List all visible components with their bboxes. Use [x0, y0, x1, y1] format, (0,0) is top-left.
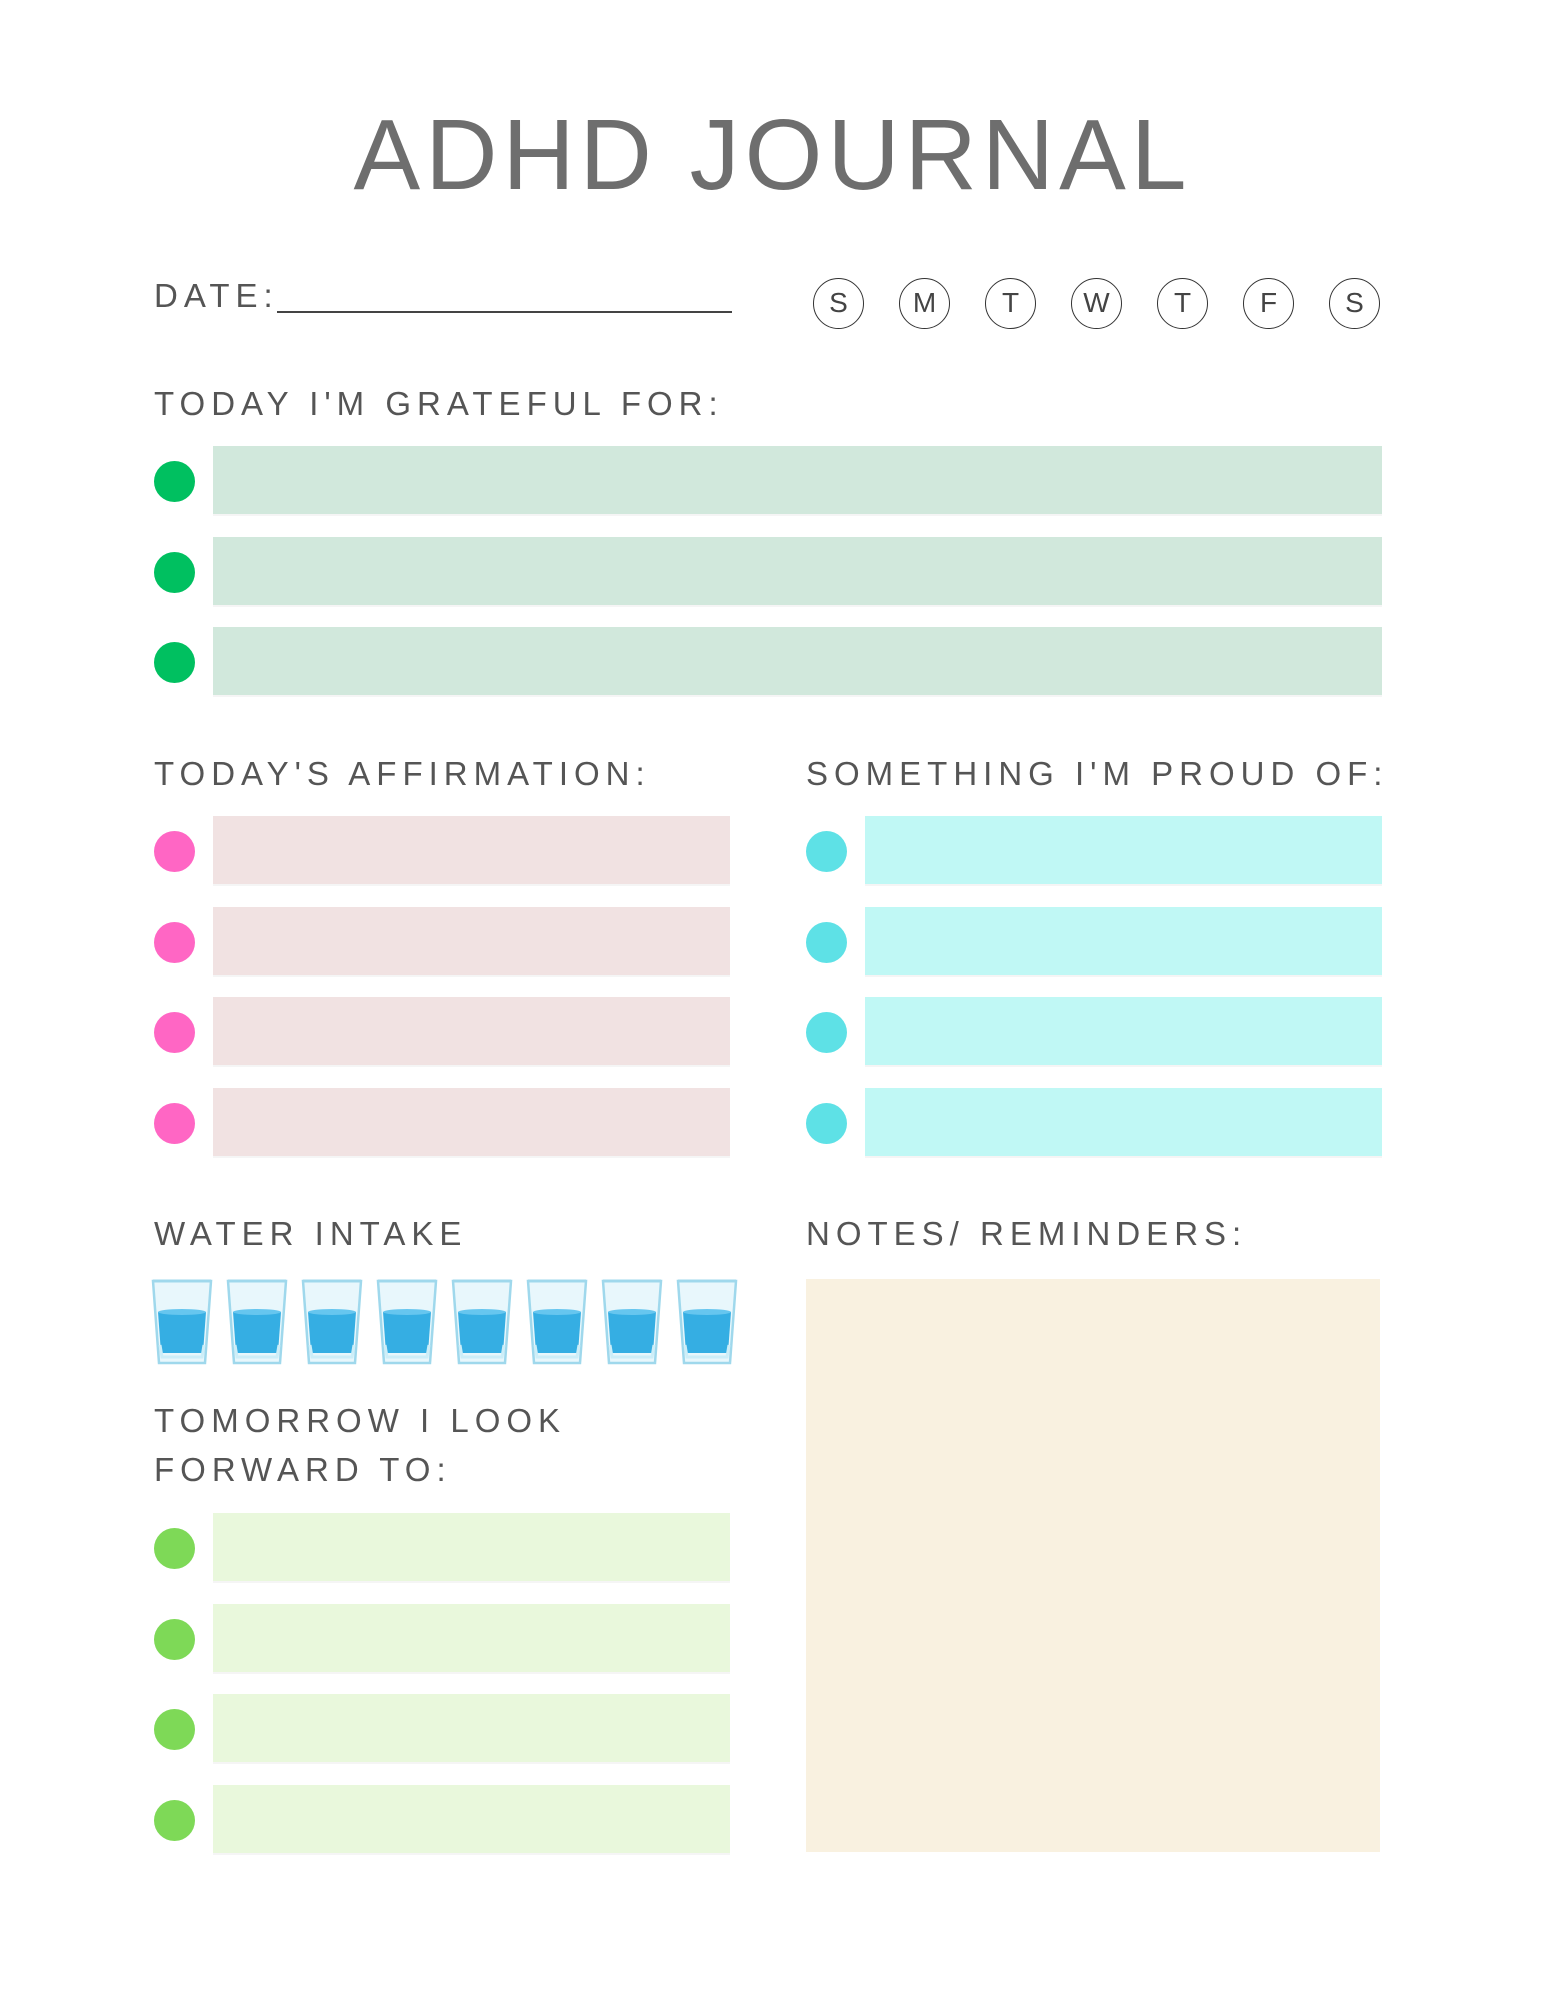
proud-line[interactable] [806, 816, 1382, 886]
proud-bar[interactable] [865, 1088, 1382, 1156]
water-glass-icon[interactable] [525, 1275, 589, 1367]
affirmation-bar[interactable] [213, 816, 730, 884]
date-label: DATE: [154, 277, 279, 314]
bullet-dot [154, 1709, 195, 1750]
grateful-bar[interactable] [213, 446, 1382, 514]
tomorrow-bar[interactable] [213, 1785, 730, 1853]
day-circle-thursday[interactable]: T [1157, 278, 1208, 329]
tomorrow-label-line1: TOMORROW I LOOK [154, 1402, 567, 1439]
grateful-label: TODAY I'M GRATEFUL FOR: [154, 385, 724, 422]
water-glass-icon[interactable] [450, 1275, 514, 1367]
affirmation-line[interactable] [154, 1088, 730, 1158]
affirmation-line[interactable] [154, 816, 730, 886]
tomorrow-bar[interactable] [213, 1513, 730, 1581]
tomorrow-bar[interactable] [213, 1604, 730, 1672]
bullet-dot [154, 461, 195, 502]
water-glass-icon[interactable] [375, 1275, 439, 1367]
bullet-dot [806, 1012, 847, 1053]
day-circle-sunday[interactable]: S [813, 278, 864, 329]
grateful-bar[interactable] [213, 627, 1382, 695]
bullet-dot [154, 1528, 195, 1569]
bullet-dot [154, 1103, 195, 1144]
date-field-line[interactable] [277, 311, 732, 313]
water-intake-label: WATER INTAKE [154, 1215, 468, 1252]
grateful-bar[interactable] [213, 537, 1382, 605]
bullet-dot [806, 831, 847, 872]
day-circle-friday[interactable]: F [1243, 278, 1294, 329]
bullet-dot [806, 1103, 847, 1144]
notes-label: NOTES/ REMINDERS: [806, 1215, 1248, 1252]
proud-bar[interactable] [865, 907, 1382, 975]
affirmation-line[interactable] [154, 907, 730, 977]
notes-box[interactable] [806, 1279, 1380, 1852]
affirmation-bar[interactable] [213, 1088, 730, 1156]
tomorrow-line[interactable] [154, 1513, 730, 1583]
grateful-line[interactable] [154, 627, 1382, 697]
proud-label: SOMETHING I'M PROUD OF: [806, 755, 1389, 792]
tomorrow-bar[interactable] [213, 1694, 730, 1762]
bullet-dot [154, 1800, 195, 1841]
water-glass-icon[interactable] [150, 1275, 214, 1367]
tomorrow-line[interactable] [154, 1785, 730, 1855]
grateful-line[interactable] [154, 537, 1382, 607]
water-glass-icon[interactable] [300, 1275, 364, 1367]
water-glass-icon[interactable] [225, 1275, 289, 1367]
bullet-dot [154, 1619, 195, 1660]
page-title: ADHD JOURNAL [353, 99, 1192, 211]
affirmation-line[interactable] [154, 997, 730, 1067]
proud-line[interactable] [806, 1088, 1382, 1158]
proud-bar[interactable] [865, 997, 1382, 1065]
day-circle-monday[interactable]: M [899, 278, 950, 329]
proud-line[interactable] [806, 997, 1382, 1067]
water-glass-icon[interactable] [600, 1275, 664, 1367]
day-circle-wednesday[interactable]: W [1071, 278, 1122, 329]
affirmation-bar[interactable] [213, 907, 730, 975]
water-glasses [150, 1275, 740, 1370]
bullet-dot [154, 1012, 195, 1053]
tomorrow-label-line2: FORWARD TO: [154, 1451, 452, 1488]
tomorrow-line[interactable] [154, 1604, 730, 1674]
tomorrow-line[interactable] [154, 1694, 730, 1764]
weekday-selector: S M T W T F S [813, 278, 1384, 333]
day-circle-saturday[interactable]: S [1329, 278, 1380, 329]
bullet-dot [806, 922, 847, 963]
bullet-dot [154, 642, 195, 683]
affirmation-label: TODAY'S AFFIRMATION: [154, 755, 651, 792]
proud-bar[interactable] [865, 816, 1382, 884]
bullet-dot [154, 922, 195, 963]
day-circle-tuesday[interactable]: T [985, 278, 1036, 329]
bullet-dot [154, 831, 195, 872]
water-glass-icon[interactable] [675, 1275, 739, 1367]
proud-line[interactable] [806, 907, 1382, 977]
bullet-dot [154, 552, 195, 593]
grateful-line[interactable] [154, 446, 1382, 516]
affirmation-bar[interactable] [213, 997, 730, 1065]
